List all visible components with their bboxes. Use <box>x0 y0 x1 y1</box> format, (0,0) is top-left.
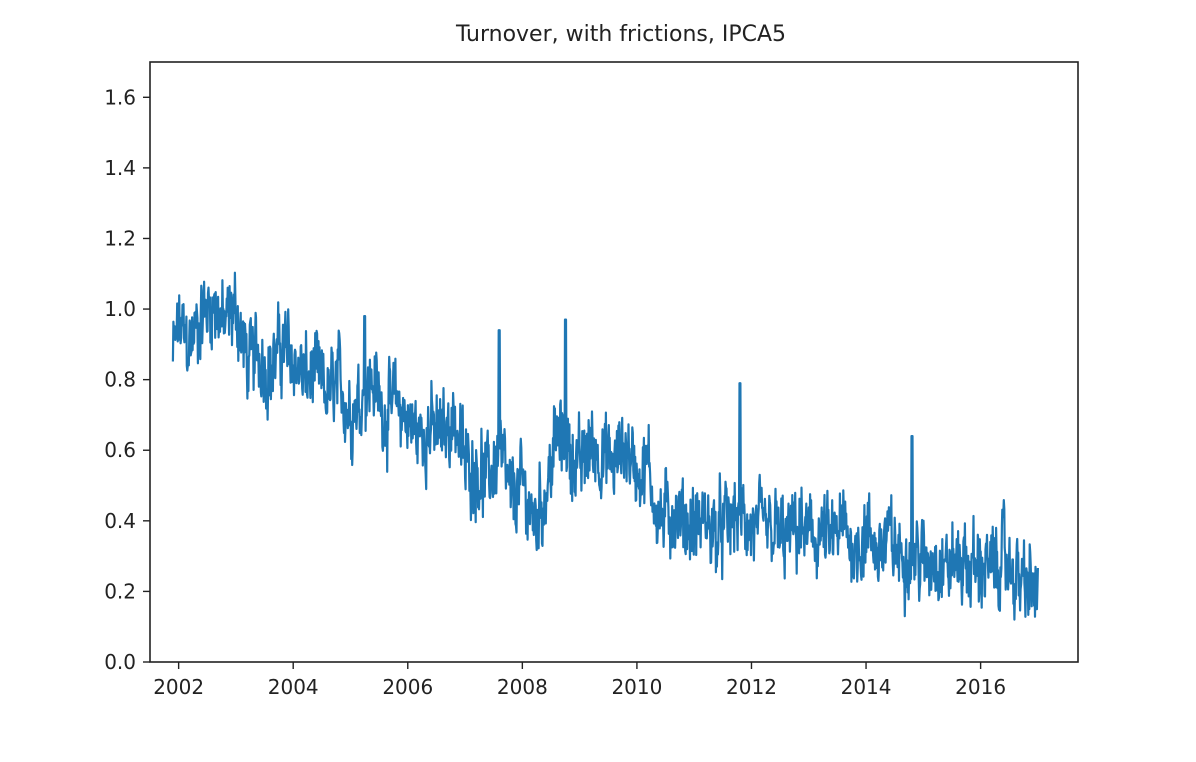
x-tick-label: 2014 <box>841 675 892 699</box>
plot-area <box>171 271 1039 621</box>
x-tick-label: 2012 <box>726 675 777 699</box>
y-tick-label: 1.6 <box>104 85 136 109</box>
y-tick-label: 1.2 <box>104 226 136 250</box>
axes: 2002 2004 2006 2008 2010 2012 2014 2016 0.0 0.2 0.… <box>104 61 1079 699</box>
y-tick-label: 0.6 <box>104 438 136 462</box>
chart-title: Turnover, with frictions, IPCA5 <box>455 22 786 47</box>
y-tick-label: 0.0 <box>104 650 136 674</box>
turnover-series-line <box>171 271 1039 621</box>
y-tick-label: 0.8 <box>104 368 136 392</box>
y-tick-label: 0.4 <box>104 509 136 533</box>
axes-frame <box>149 61 1079 663</box>
y-tick-label: 0.2 <box>104 579 136 603</box>
y-tick-label: 1.0 <box>104 297 136 321</box>
x-tick-label: 2004 <box>268 675 319 699</box>
x-tick-label: 2010 <box>611 675 662 699</box>
y-tick-label: 1.4 <box>104 156 136 180</box>
x-tick-label: 2006 <box>382 675 433 699</box>
x-tick-label: 2002 <box>153 675 204 699</box>
x-tick-label: 2016 <box>955 675 1006 699</box>
x-tick-label: 2008 <box>497 675 548 699</box>
